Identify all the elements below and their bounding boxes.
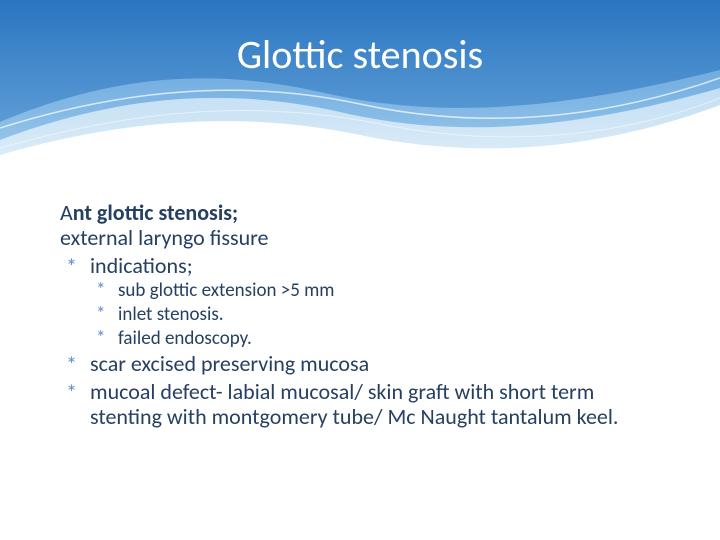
header-wave-graphic (0, 0, 720, 170)
list-item-label: mucoal defect- labial mucosal/ skin graf… (90, 378, 618, 430)
list-item: mucoal defect- labial mucosal/ skin graf… (60, 379, 660, 430)
list-item: indications; sub glottic extension >5 mm… (60, 253, 660, 350)
subtitle-prefix: A (60, 199, 73, 226)
list-item: inlet stenosis. (90, 304, 660, 326)
bullet-list-level1: indications; sub glottic extension >5 mm… (60, 253, 660, 430)
subtitle-bold-text: nt glottic stenosis; (73, 199, 238, 226)
wave-icon (0, 0, 720, 170)
content-line2: external laryngo fissure (60, 225, 660, 250)
list-item-label: failed endoscopy. (118, 327, 252, 350)
list-item: sub glottic extension >5 mm (90, 280, 660, 302)
content-subtitle: Ant glottic stenosis; (60, 200, 660, 225)
slide-content: Ant glottic stenosis; external laryngo f… (60, 200, 660, 431)
list-item: failed endoscopy. (90, 328, 660, 350)
slide-title: Glottic stenosis (0, 30, 720, 79)
list-item-label: indications; (90, 252, 193, 279)
list-item: scar excised preserving mucosa (60, 351, 660, 376)
list-item-label: scar excised preserving mucosa (90, 350, 369, 377)
slide: Glottic stenosis Ant glottic stenosis; e… (0, 0, 720, 540)
list-item-label: inlet stenosis. (118, 303, 224, 326)
list-item-label: sub glottic extension >5 mm (118, 279, 335, 302)
bullet-list-level2: sub glottic extension >5 mm inlet stenos… (90, 280, 660, 350)
